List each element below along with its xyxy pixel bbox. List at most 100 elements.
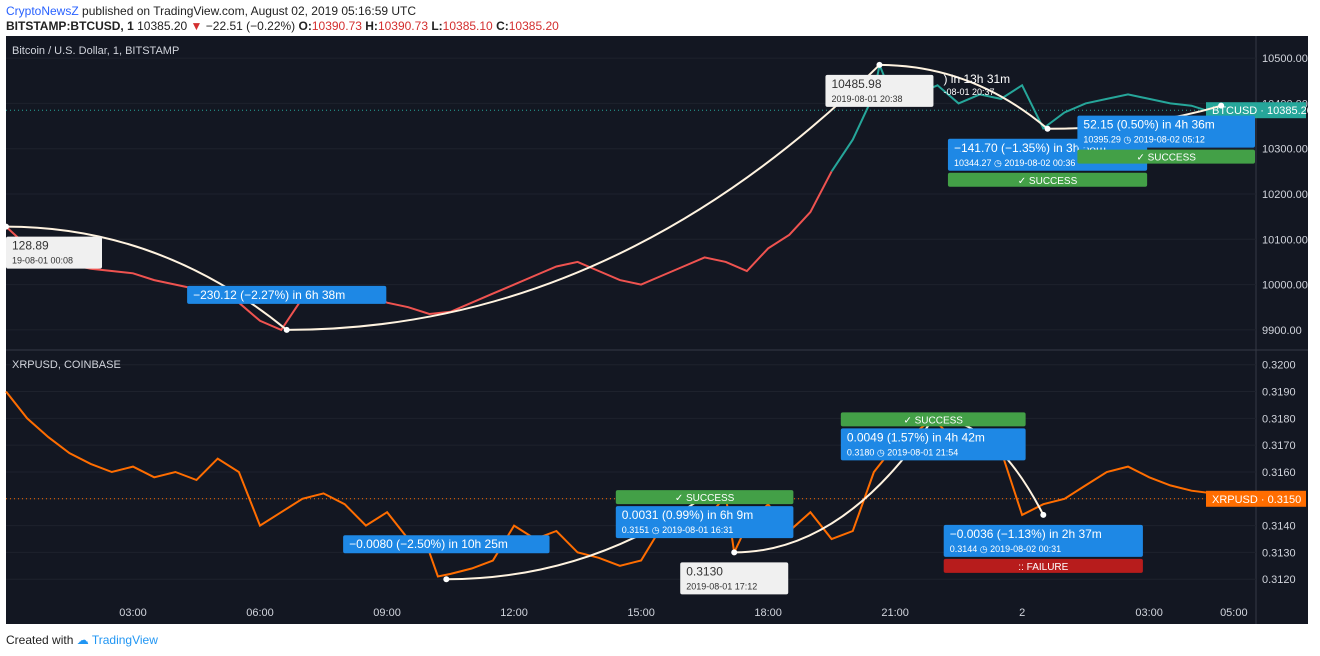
annotation-point xyxy=(1040,511,1047,518)
y-tick-label: 0.3170 xyxy=(1262,440,1296,452)
x-tick-label: 06:00 xyxy=(246,607,274,619)
y-tick-label: 0.3140 xyxy=(1262,521,1296,533)
annotation-sub: 0.3180 ◷ 2019-08-01 21:54 xyxy=(847,447,958,457)
annotation-box xyxy=(615,506,794,539)
annotation-point xyxy=(731,549,738,556)
annotation-cut-sub: -08-01 20:37 xyxy=(943,87,994,97)
status-success: ✓ SUCCESS xyxy=(1136,153,1196,164)
annotation-point xyxy=(443,576,450,583)
annotation-point xyxy=(1044,125,1051,132)
low-label: L: xyxy=(431,19,443,33)
annotation-sub: 10344.27 ◷ 2019-08-02 00:36 xyxy=(954,158,1075,168)
pane-title: XRPUSD, COINBASE xyxy=(12,359,121,371)
x-tick-label: 03:00 xyxy=(1135,607,1163,619)
symbol-label: BITSTAMP:BTCUSD, 1 xyxy=(6,19,134,33)
x-tick-label: 12:00 xyxy=(500,607,528,619)
tradingview-link[interactable]: TradingView xyxy=(91,633,158,647)
chart-area[interactable]: 9900.00 10000.00 10100.00 10200.00 10300.00 1… xyxy=(0,36,1320,626)
annotation-sub: 2019-08-01 20:38 xyxy=(831,94,902,104)
open-label: O: xyxy=(298,19,312,33)
created-with-label: Created with xyxy=(6,633,74,647)
y-tick-label: 0.3130 xyxy=(1262,547,1296,559)
x-tick-label: 21:00 xyxy=(881,607,909,619)
annotation-sub: 19-08-01 00:08 xyxy=(12,256,73,266)
annotation-label: 0.0031 (0.99%) in 6h 9m xyxy=(622,508,753,522)
annotation-label: 128.89 xyxy=(12,239,49,253)
annotation-sub: 0.3144 ◷ 2019-08-02 00:31 xyxy=(950,544,1061,554)
published-text: published on TradingView.com, August 02,… xyxy=(82,4,417,18)
x-tick-label: 2 xyxy=(1019,607,1025,619)
trend-arrow xyxy=(5,225,288,331)
status-success: ✓ SUCCESS xyxy=(675,493,735,504)
y-tick-label: 0.3120 xyxy=(1262,574,1296,586)
annotation-cut: ) in 13h 31m xyxy=(943,72,1010,86)
price-change: −22.51 (−0.22%) xyxy=(205,19,296,33)
annotation-label: −0.0080 (−2.50%) in 10h 25m xyxy=(349,537,508,551)
y-tick-label: 10100.00 xyxy=(1262,234,1308,246)
high-label: H: xyxy=(365,19,378,33)
annotation-box xyxy=(825,74,934,107)
trend-arrow xyxy=(286,64,881,331)
annotation-box xyxy=(1077,115,1255,148)
series-line-xrp xyxy=(5,390,1243,578)
x-tick-label: 09:00 xyxy=(373,607,401,619)
y-tick-label: 0.3180 xyxy=(1262,413,1296,425)
y-tick-label: 0.3200 xyxy=(1262,360,1296,372)
annotation-box xyxy=(943,524,1143,557)
annotation-label: −141.70 (−1.35%) in 3h 58m xyxy=(954,141,1106,155)
y-tick-label: 10500.00 xyxy=(1262,53,1308,65)
series-line-btc-down xyxy=(5,170,833,332)
y-tick-label: 9900.00 xyxy=(1262,325,1302,337)
annotation-label: −0.0036 (−1.13%) in 2h 37m xyxy=(950,527,1102,541)
status-badge xyxy=(840,412,1026,427)
tradingview-logo-icon: ☁ xyxy=(76,633,89,647)
annotation-sub: 2019-08-01 17:12 xyxy=(686,581,757,591)
x-tick-label: 15:00 xyxy=(627,607,655,619)
annotation-box xyxy=(680,562,789,595)
annotation-label: 52.15 (0.50%) in 4h 36m xyxy=(1083,118,1214,132)
footer: Created with ☁ TradingView xyxy=(6,633,158,647)
publish-line: CryptoNewsZ published on TradingView.com… xyxy=(6,4,416,18)
status-badge xyxy=(1077,149,1255,164)
annotation-sub: 10395.29 ◷ 2019-08-02 05:12 xyxy=(1083,135,1204,145)
annotation-box xyxy=(6,236,102,269)
pane-title: Bitcoin / U.S. Dollar, 1, BITSTAMP xyxy=(12,45,179,57)
y-tick-label: 0.3160 xyxy=(1262,467,1296,479)
annotation-box xyxy=(187,285,387,304)
open-value: 10390.73 xyxy=(311,19,362,33)
annotation-label: −230.12 (−2.27%) in 6h 38m xyxy=(193,288,345,302)
publisher-link[interactable]: CryptoNewsZ xyxy=(6,4,79,18)
last-price: 10385.20 xyxy=(137,19,188,33)
annotation-point xyxy=(3,223,9,230)
low-value: 10385.10 xyxy=(442,19,493,33)
y-tick-label: 0.3190 xyxy=(1262,387,1296,399)
change-down-icon: ▼ xyxy=(190,19,203,33)
last-price-label: XRPUSD · 0.3150 xyxy=(1212,494,1301,506)
annotation-sub: 0.3151 ◷ 2019-08-01 16:31 xyxy=(622,525,733,535)
annotation-point xyxy=(1218,102,1225,109)
y-tick-label: 10300.00 xyxy=(1262,144,1308,156)
y-tick-label: 10200.00 xyxy=(1262,189,1308,201)
annotation-label: 10485.98 xyxy=(831,77,881,91)
y-tick-label: 10000.00 xyxy=(1262,280,1308,292)
trend-arrow xyxy=(879,63,1049,130)
status-badge xyxy=(947,172,1148,187)
annotation-label: 0.3130 xyxy=(686,564,723,578)
annotation-point xyxy=(283,326,290,333)
status-success: ✓ SUCCESS xyxy=(903,415,963,426)
annotation-box xyxy=(840,428,1026,461)
high-value: 10390.73 xyxy=(377,19,428,33)
last-price-label: BTCUSD · 10385.20 xyxy=(1212,105,1313,117)
status-success: ✓ SUCCESS xyxy=(1018,176,1078,187)
annotation-point xyxy=(876,61,883,68)
close-value: 10385.20 xyxy=(508,19,559,33)
x-tick-label: 05:00 xyxy=(1220,607,1248,619)
x-tick-label: 03:00 xyxy=(119,607,147,619)
status-badge xyxy=(943,558,1143,573)
annotation-label: 0.0049 (1.57%) in 4h 42m xyxy=(847,430,985,444)
last-price-badge xyxy=(1206,490,1306,507)
close-label: C: xyxy=(496,19,509,33)
x-tick-label: 18:00 xyxy=(754,607,782,619)
ohlc-line: BITSTAMP:BTCUSD, 1 10385.20 ▼ −22.51 (−0… xyxy=(6,19,559,33)
status-failure: :: FAILURE xyxy=(1018,562,1068,573)
